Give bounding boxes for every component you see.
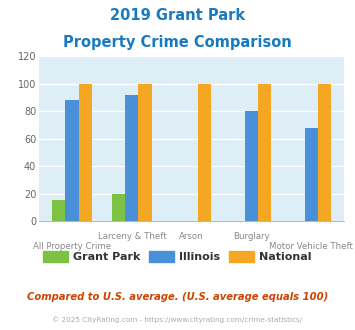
Text: Arson: Arson [179,232,204,241]
Bar [138,83,152,221]
Bar [245,111,258,221]
Bar [318,83,331,221]
Bar [258,83,271,221]
Text: All Property Crime: All Property Crime [33,242,111,251]
Bar [65,100,78,221]
Text: Property Crime Comparison: Property Crime Comparison [63,35,292,50]
Text: Burglary: Burglary [233,232,270,241]
Legend: Grant Park, Illinois, National: Grant Park, Illinois, National [39,247,316,267]
Bar [52,200,65,221]
Text: © 2025 CityRating.com - https://www.cityrating.com/crime-statistics/: © 2025 CityRating.com - https://www.city… [53,316,302,323]
Bar [305,128,318,221]
Text: Larceny & Theft: Larceny & Theft [98,232,166,241]
Bar [78,83,92,221]
Bar [112,194,125,221]
Text: Compared to U.S. average. (U.S. average equals 100): Compared to U.S. average. (U.S. average … [27,292,328,302]
Text: Motor Vehicle Theft: Motor Vehicle Theft [269,242,353,251]
Text: 2019 Grant Park: 2019 Grant Park [110,8,245,23]
Bar [125,95,138,221]
Bar [198,83,212,221]
